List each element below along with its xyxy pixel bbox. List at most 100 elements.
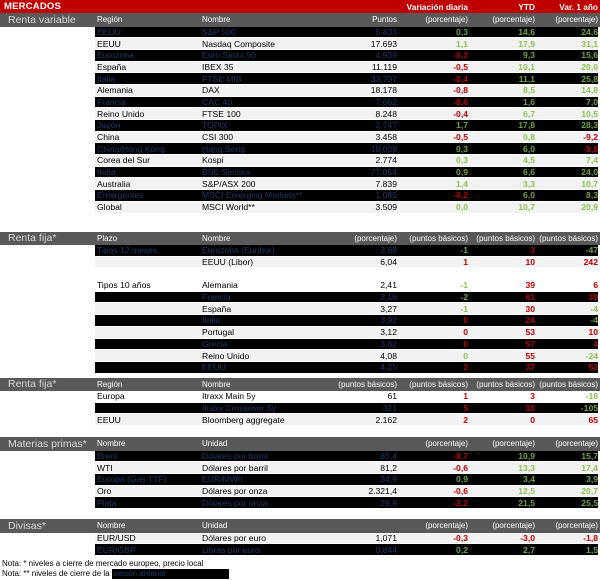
cell-category: Global [95, 201, 200, 213]
row-label-spacer [0, 362, 95, 373]
cell-daily-change: 0,2 [400, 544, 468, 555]
cell-points: 5.433 [310, 26, 400, 38]
row-label-spacer [0, 178, 95, 189]
cell-daily-change: -2 [400, 291, 468, 303]
cell-points: 3,16 [310, 291, 400, 303]
cell-daily-change: 1 [400, 391, 468, 402]
cell-points: 7.662 [310, 96, 400, 108]
cell-daily-change: 0,3 [400, 26, 468, 38]
cell-ytd-change: 21,5 [468, 497, 535, 509]
table-row: Alemania DAX 18.178 -0,8 8,5 14,8 [0, 84, 600, 97]
cell-name: Dólares por euro [200, 532, 310, 544]
row-label-spacer [0, 143, 95, 154]
table-row: Eurozona Euro Stoxx 50 4.939 -0,3 9,3 15,6 [0, 49, 600, 62]
table-row: EEUU 4,25 2 37 52 [0, 361, 600, 374]
cell-ytd-change: 3 [468, 391, 535, 402]
col-header-1y: (porcentaje) [555, 15, 598, 25]
table-row: Italia FTSE MIB 33.707 -0,4 11,1 25,8 [0, 73, 600, 85]
section-label: Renta fija* [8, 378, 57, 391]
cell-category: EEUU [95, 26, 200, 38]
cell-ytd-change: 3 [468, 245, 535, 256]
section-4-divisas: Divisas* Nombre Unidad (porcentaje) (porcent… [0, 519, 600, 556]
cell-daily-change: -0,5 [400, 61, 468, 73]
cell-points: 321 [310, 402, 400, 414]
section-header: Renta fija* Plazo Nombre (porcentaje) (punto… [0, 231, 600, 245]
cell-name: Euro Stoxx 50 [200, 49, 310, 61]
table-row: Tipos 10 años Alemania 2,41 -1 39 6 [0, 280, 600, 292]
cell-points: 33.707 [310, 73, 400, 84]
cell-points: 4,08 [310, 350, 400, 361]
cell-1y-change: 8,3 [535, 190, 598, 201]
row-label-spacer [0, 85, 95, 96]
col-header-ytd: (puntos básicos) [476, 379, 535, 389]
cell-name: Hang Seng [200, 143, 310, 155]
footnote-2-highlight: sesión anterior [111, 568, 229, 579]
cell-category: China [95, 131, 200, 143]
cell-points: 0,844 [310, 544, 400, 555]
cell-category [95, 291, 200, 303]
cell-category: Corea del Sur [95, 155, 200, 166]
row-label-spacer [0, 108, 95, 119]
cell-name: S&P 500 [200, 26, 310, 38]
section-0-renta-variable: Renta variable Región Nombre Puntos (porcent… [0, 13, 600, 214]
cell-ytd-change: 3,4 [468, 474, 535, 485]
table-row: Emergentes MSCI Emerging Markets** 1.085 -0… [0, 190, 600, 202]
cell-points: 17.693 [310, 38, 400, 49]
cell-1y-change: -4 [535, 303, 598, 315]
cell-daily-change: -2,2 [400, 497, 468, 509]
cell-ytd-change: 4,5 [468, 155, 535, 166]
cell-category [95, 350, 200, 361]
section-1-renta-fija: Renta fija* Plazo Nombre (porcentaje) (punto… [0, 231, 600, 374]
row-label-spacer [0, 155, 95, 166]
cell-daily-change: -0,8 [400, 84, 468, 96]
section-header: Renta variable Región Nombre Puntos (porcent… [0, 13, 600, 27]
cell-daily-change: -0,3 [400, 49, 468, 61]
spacer-row [0, 268, 600, 281]
cell-category: India [95, 166, 200, 178]
cell-1y-change: 65 [535, 414, 598, 426]
title-bar: MERCADOS Variación diaria YTD Var. 1 año [0, 0, 600, 13]
cell-1y-change: -18 [535, 391, 598, 402]
cell-points: 4.939 [310, 49, 400, 61]
cell-category: Tipos 10 años [95, 280, 200, 291]
cell-category [95, 338, 200, 350]
cell-ytd-change: 0 [468, 414, 535, 426]
cell-name: Francia [200, 291, 310, 303]
cell-points: 61 [310, 391, 400, 402]
row-label-spacer [0, 303, 95, 314]
row-label-spacer [0, 202, 95, 213]
cell-name: FTSE MIB [200, 73, 310, 84]
cell-points: 1,071 [310, 532, 400, 544]
section-header: Materias primas* Nombre Unidad (porcentaje)… [0, 437, 600, 451]
col-header-daily: (puntos básicos) [409, 233, 468, 243]
cell-daily-change: -0,4 [400, 108, 468, 119]
cell-1y-change: 20,0 [535, 61, 598, 73]
cell-points: 3,68 [310, 245, 400, 256]
cell-1y-change: -9,8 [535, 143, 598, 155]
cell-1y-change: 28,3 [535, 120, 598, 131]
cell-category: Europa (Gas TTF) [95, 474, 200, 485]
table-row: Francia 3,16 -2 61 39 [0, 291, 600, 304]
cell-1y-change: -4 [535, 315, 598, 326]
cell-category [95, 361, 200, 373]
cell-category: EEUU [95, 38, 200, 49]
row-label-spacer [0, 280, 95, 291]
cell-daily-change: -0,6 [400, 485, 468, 497]
cell-ytd-change: 10,7 [468, 201, 535, 213]
table-row: España 3,27 -1 30 -4 [0, 303, 600, 316]
row-label-spacer [0, 403, 95, 414]
cell-1y-change: 7,4 [535, 155, 598, 166]
cell-points: 8.248 [310, 108, 400, 119]
row-label-spacer [0, 474, 95, 485]
cell-category: Reino Unido [95, 108, 200, 119]
cell-name: MSCI World** [200, 201, 310, 213]
table-row: Plata Dólares por onza 29,9 -2,2 21,5 25,5 [0, 497, 600, 510]
table-row: WTI Dólares por barril 81,2 -0,6 13,3 17,4 [0, 462, 600, 474]
table-row: EEUU Bloomberg aggregate 2.162 2 0 65 [0, 414, 600, 427]
cell-daily-change: 2 [400, 414, 468, 426]
row-label-spacer [0, 62, 95, 73]
cell-category: Brent [95, 450, 200, 462]
col-header-points: (porcentaje) [354, 233, 397, 243]
table-row: Global MSCI World** 3.509 0,0 10,7 20,9 [0, 201, 600, 214]
cell-name: España [200, 303, 310, 315]
